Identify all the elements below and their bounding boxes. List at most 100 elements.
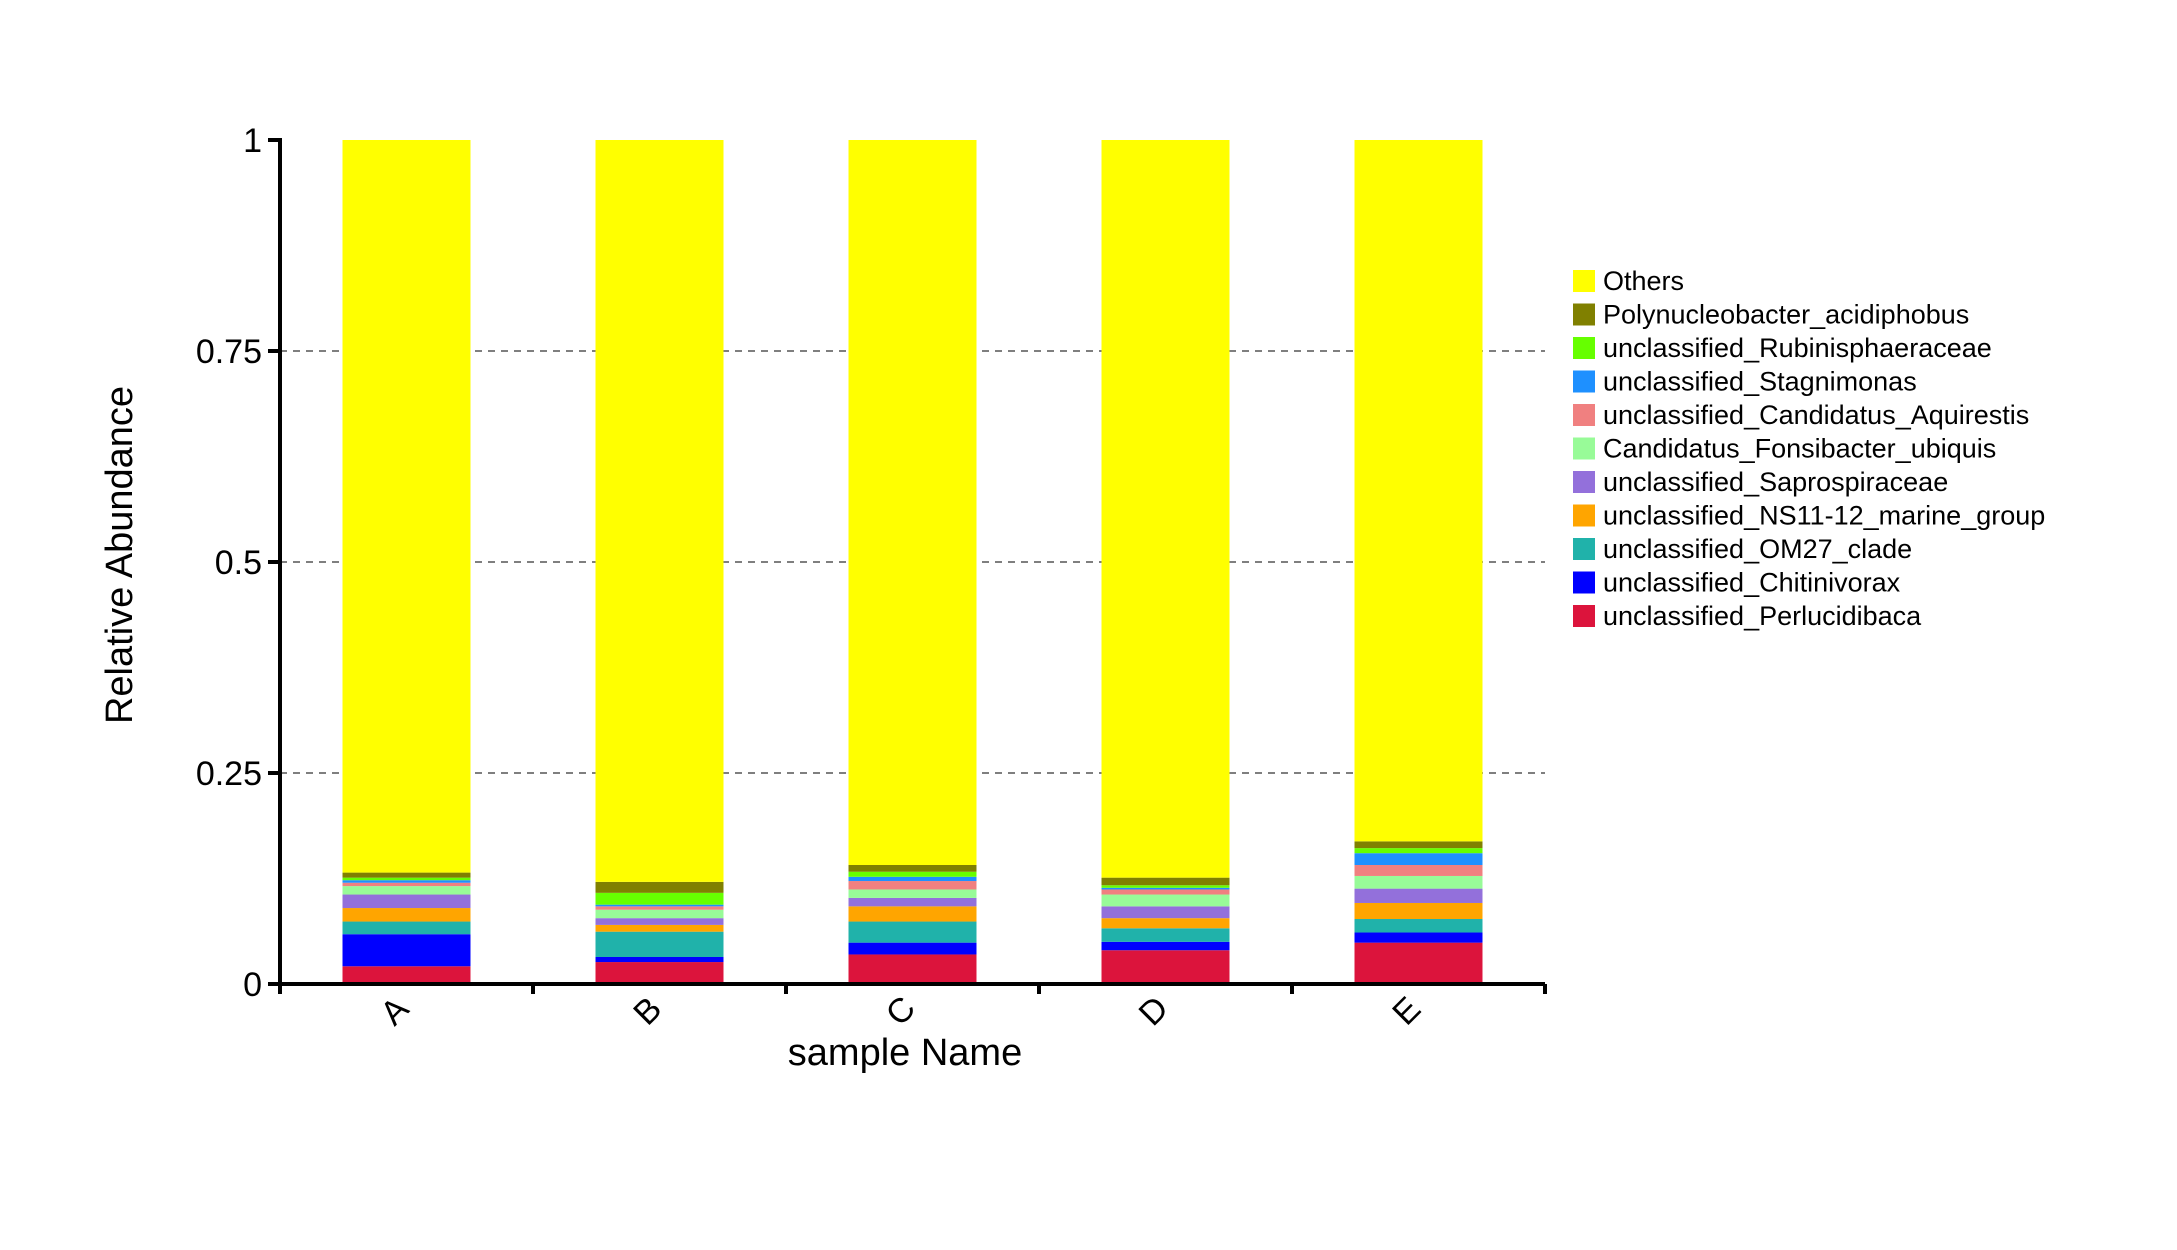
legend-swatch [1573, 605, 1595, 627]
y-axis-title: Relative Abundance [99, 386, 141, 724]
x-tick-label: C [879, 989, 923, 1033]
legend-item-Others: Others [1573, 266, 1684, 296]
bar-segment-B-unclassified_Saprospiraceae [595, 918, 724, 925]
legend-item-Polynucleobacter_acidiphobus: Polynucleobacter_acidiphobus [1573, 300, 1969, 330]
bar-segment-B-unclassified_Perlucidibaca [595, 962, 724, 984]
bar-segment-B-unclassified_NS11-12_marine_group [595, 924, 724, 932]
bar-segment-D-unclassified_Stagnimonas [1101, 887, 1230, 890]
legend-label: unclassified_OM27_clade [1603, 534, 1912, 564]
legend-swatch [1573, 404, 1595, 426]
bar-segment-E-unclassified_NS11-12_marine_group [1354, 902, 1483, 920]
legend-label: unclassified_Stagnimonas [1603, 367, 1917, 397]
bar-segment-E-unclassified_Candidatus_Aquirestis [1354, 864, 1483, 876]
bar-segment-C-unclassified_NS11-12_marine_group [848, 906, 977, 922]
y-tick-label: 0.5 [215, 544, 262, 582]
bar-segment-B-unclassified_Chitinivorax [595, 956, 724, 963]
bar-segment-B-Others [595, 140, 724, 882]
bar-segment-E-Polynucleobacter_acidiphobus [1354, 841, 1483, 849]
legend-item-unclassified_NS11-12_marine_group: unclassified_NS11-12_marine_group [1573, 501, 2045, 531]
bar-segment-C-unclassified_Candidatus_Aquirestis [848, 881, 977, 890]
legend-label: Polynucleobacter_acidiphobus [1603, 300, 1969, 330]
bar-segment-D-unclassified_Candidatus_Aquirestis [1101, 889, 1230, 895]
bar-segment-D-Candidatus_Fonsibacter_ubiquis [1101, 894, 1230, 907]
bar-segment-C-unclassified_Perlucidibaca [848, 954, 977, 984]
legend-swatch [1573, 303, 1595, 326]
bar-segment-A-unclassified_Saprospiraceae [342, 894, 471, 909]
bar-segment-A-unclassified_Perlucidibaca [342, 966, 471, 984]
bar-stack-E [1354, 140, 1483, 984]
legend: Others Polynucleobacter_acidiphobusunclas… [1573, 266, 2045, 631]
bar-segment-A-unclassified_Candidatus_Aquirestis [342, 882, 471, 887]
legend-item-unclassified_Chitinivorax: unclassified_Chitinivorax [1573, 568, 1901, 598]
bar-segment-D-unclassified_Saprospiraceae [1101, 906, 1230, 919]
legend-swatch [1573, 538, 1595, 560]
legend-item-unclassified_Rubinisphaeraceae: unclassified_Rubinisphaeraceae [1573, 333, 1992, 363]
bar-segment-C-Polynucleobacter_acidiphobus [848, 864, 977, 872]
bar-segment-A-Polynucleobacter_acidiphobus [342, 872, 471, 878]
bar-segment-B-unclassified_OM27_clade [595, 931, 724, 957]
legend-label: unclassified_Saprospiraceae [1603, 467, 1948, 497]
gridlines [280, 350, 1545, 774]
bar-segment-D-Polynucleobacter_acidiphobus [1101, 877, 1230, 886]
x-axis-title: sample Name [788, 1032, 1022, 1074]
legend-item-unclassified_OM27_clade: unclassified_OM27_clade [1573, 534, 1912, 564]
y-tick-label: 0 [243, 966, 262, 1004]
legend-label: Candidatus_Fonsibacter_ubiquis [1603, 434, 1996, 464]
legend-item-unclassified_Saprospiraceae: unclassified_Saprospiraceae [1573, 467, 1948, 497]
bar-segment-D-unclassified_Chitinivorax [1101, 941, 1230, 951]
bar-stack-A [342, 140, 471, 984]
bar-segment-D-Others [1101, 140, 1230, 878]
bar-segment-C-Candidatus_Fonsibacter_ubiquis [848, 889, 977, 898]
legend-swatch [1573, 337, 1595, 359]
legend-item-unclassified_Stagnimonas: unclassified_Stagnimonas [1573, 367, 1917, 397]
x-tick-label: B [626, 990, 669, 1033]
bar-segment-E-Others [1354, 140, 1483, 842]
bar-segment-A-unclassified_Rubinisphaeraceae [342, 877, 471, 881]
bar-stack-B [595, 140, 724, 984]
bar-segment-E-unclassified_Saprospiraceae [1354, 888, 1483, 903]
x-tick-label: A [373, 990, 416, 1033]
legend-item-unclassified_Candidatus_Aquirestis: unclassified_Candidatus_Aquirestis [1573, 400, 2029, 430]
legend-item-unclassified_Perlucidibaca: unclassified_Perlucidibaca [1573, 601, 1922, 631]
legend-label: unclassified_Chitinivorax [1603, 568, 1901, 598]
bar-segment-A-unclassified_Chitinivorax [342, 934, 471, 967]
x-tick-label: E [1385, 990, 1428, 1033]
legend-swatch [1573, 270, 1595, 292]
x-tick-label: D [1132, 989, 1176, 1033]
bar-segment-E-unclassified_Rubinisphaeraceae [1354, 848, 1483, 854]
bar-segment-E-unclassified_Chitinivorax [1354, 932, 1483, 943]
bar-segment-A-unclassified_Stagnimonas [342, 880, 471, 883]
bar-segment-C-unclassified_OM27_clade [848, 921, 977, 943]
bar-segment-A-unclassified_OM27_clade [342, 921, 471, 935]
legend-swatch [1573, 437, 1595, 460]
legend-label: unclassified_NS11-12_marine_group [1603, 501, 2045, 531]
bar-segment-A-unclassified_NS11-12_marine_group [342, 908, 471, 922]
legend-swatch [1573, 370, 1595, 393]
bar-stack-D [1101, 140, 1230, 984]
bar-segment-C-unclassified_Rubinisphaeraceae [848, 871, 977, 877]
bar-segment-B-Candidatus_Fonsibacter_ubiquis [595, 909, 724, 919]
bar-segment-E-Candidatus_Fonsibacter_ubiquis [1354, 875, 1483, 889]
bar-segment-D-unclassified_Rubinisphaeraceae [1101, 885, 1230, 888]
legend-swatch [1573, 504, 1595, 527]
bar-segment-E-unclassified_OM27_clade [1354, 919, 1483, 933]
bar-stack-C [848, 140, 977, 984]
bar-segment-B-unclassified_Stagnimonas [595, 904, 724, 907]
bar-segment-C-unclassified_Saprospiraceae [848, 897, 977, 907]
legend-label: unclassified_Perlucidibaca [1603, 601, 1922, 631]
bar-segment-B-unclassified_Candidatus_Aquirestis [595, 906, 724, 910]
bar-segment-A-Others [342, 140, 471, 873]
legend-label: Others [1603, 266, 1684, 296]
y-tick-label: 0.25 [196, 755, 262, 793]
bar-segment-C-Others [848, 140, 977, 865]
y-tick-label: 0.75 [196, 333, 262, 371]
bar-segment-D-unclassified_Perlucidibaca [1101, 950, 1230, 984]
bar-segment-E-unclassified_Stagnimonas [1354, 853, 1483, 865]
legend-swatch [1573, 571, 1595, 594]
bar-segment-A-Candidatus_Fonsibacter_ubiquis [342, 886, 471, 895]
bar-segment-B-Polynucleobacter_acidiphobus [595, 881, 724, 893]
bar-segment-E-unclassified_Perlucidibaca [1354, 942, 1483, 984]
y-tick-label: 1 [243, 122, 262, 160]
legend-item-Candidatus_Fonsibacter_ubiquis: Candidatus_Fonsibacter_ubiquis [1573, 434, 1996, 464]
bar-segment-C-unclassified_Stagnimonas [848, 876, 977, 882]
